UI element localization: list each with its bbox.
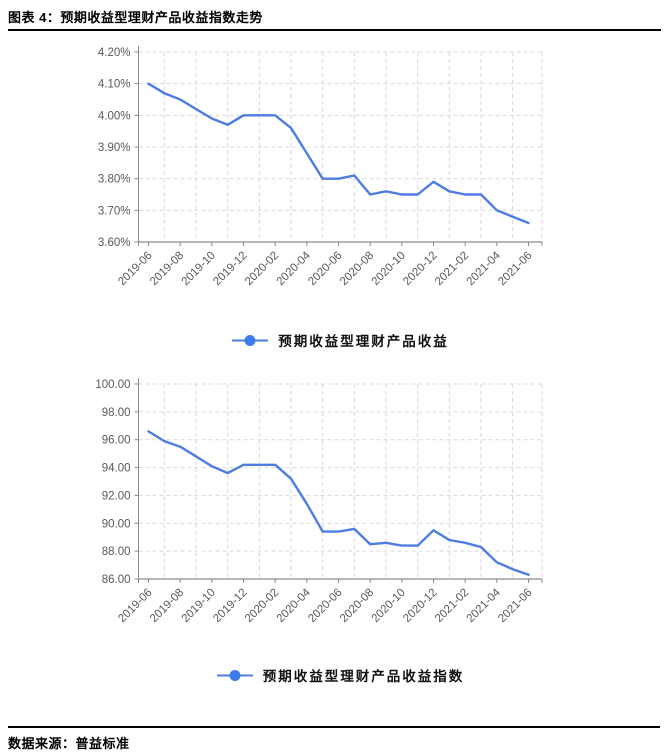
svg-text:2019-08: 2019-08 — [148, 250, 186, 288]
svg-text:2021-06: 2021-06 — [496, 250, 534, 288]
chart2-legend-label: 预期收益型理财产品收益指数 — [262, 669, 465, 684]
svg-text:2019-08: 2019-08 — [148, 587, 186, 625]
expected-yield-index-line-chart: 100.00 98.00 96.00 94.00 92.00 90.00 88.00 86.0… — [95, 378, 543, 625]
legend-line-marker-icon — [216, 669, 253, 681]
chart1-legend-label: 预期收益型理财产品收益 — [278, 334, 449, 349]
axes — [134, 46, 543, 246]
svg-text:2020-10: 2020-10 — [370, 587, 408, 625]
svg-text:2020-06: 2020-06 — [306, 250, 344, 288]
svg-text:2021-04: 2021-04 — [465, 586, 504, 625]
svg-text:4.20%: 4.20% — [98, 47, 131, 59]
svg-text:2020-02: 2020-02 — [243, 587, 281, 625]
figure-title: 图表 4：预期收益型理财产品收益指数走势 — [8, 10, 263, 25]
axes — [134, 378, 543, 583]
chart2-legend: 预期收益型理财产品收益指数 — [138, 665, 542, 685]
svg-text:2021-02: 2021-02 — [433, 250, 471, 288]
svg-text:2020-06: 2020-06 — [306, 587, 344, 625]
y-axis-labels: 100.00 98.00 96.00 94.00 92.00 90.00 88.00 86.0… — [95, 379, 130, 586]
svg-text:2020-12: 2020-12 — [401, 587, 439, 625]
svg-text:2020-02: 2020-02 — [243, 250, 281, 288]
svg-text:98.00: 98.00 — [102, 407, 131, 419]
svg-text:2020-04: 2020-04 — [275, 586, 314, 625]
svg-text:2019-10: 2019-10 — [180, 250, 218, 288]
svg-text:88.00: 88.00 — [102, 546, 131, 558]
svg-text:2019-06: 2019-06 — [116, 587, 154, 625]
svg-text:2020-08: 2020-08 — [338, 250, 376, 288]
svg-text:4.00%: 4.00% — [98, 110, 131, 122]
svg-text:4.10%: 4.10% — [98, 79, 131, 91]
svg-text:2019-06: 2019-06 — [116, 250, 154, 288]
series-line — [147, 82, 530, 225]
svg-text:2019-12: 2019-12 — [211, 250, 249, 288]
svg-text:92.00: 92.00 — [102, 490, 131, 502]
svg-text:3.60%: 3.60% — [98, 237, 131, 249]
expected-yield-rate-line-chart: 4.20%4.10%4.00%3.90%3.80%3.70%3.60%2019-… — [98, 46, 543, 288]
y-axis-labels: 4.20% 4.10% 4.00% 3.90% 3.80% 3.70% 3.60% — [98, 47, 131, 249]
svg-text:2019-10: 2019-10 — [180, 587, 218, 625]
svg-text:2020-08: 2020-08 — [338, 587, 376, 625]
data-source-label: 数据来源：普益标准 — [8, 736, 130, 751]
legend-line-marker-icon — [232, 334, 269, 346]
svg-text:3.80%: 3.80% — [98, 174, 131, 186]
svg-text:2021-04: 2021-04 — [465, 249, 504, 288]
svg-text:90.00: 90.00 — [102, 518, 131, 530]
svg-text:96.00: 96.00 — [102, 435, 131, 447]
gridlines — [138, 383, 543, 579]
x-axis-labels: 2019-062019-082019-102019-122020-022020-… — [116, 249, 534, 288]
svg-text:94.00: 94.00 — [102, 463, 131, 475]
bottom-divider — [8, 726, 660, 728]
svg-text:86.00: 86.00 — [102, 574, 131, 586]
svg-text:2020-12: 2020-12 — [401, 250, 439, 288]
top-divider — [8, 29, 661, 31]
x-axis-labels: 2019-062019-082019-102019-122020-022020-… — [116, 586, 534, 625]
svg-text:2020-04: 2020-04 — [275, 249, 314, 288]
svg-text:100.00: 100.00 — [95, 379, 130, 391]
svg-text:3.90%: 3.90% — [98, 142, 131, 154]
svg-text:2021-06: 2021-06 — [496, 587, 534, 625]
gridlines — [138, 51, 543, 242]
svg-text:3.70%: 3.70% — [98, 205, 131, 217]
svg-text:2019-12: 2019-12 — [211, 587, 249, 625]
svg-text:2020-10: 2020-10 — [370, 250, 408, 288]
chart1-legend: 预期收益型理财产品收益 — [138, 330, 542, 350]
svg-text:2021-02: 2021-02 — [433, 587, 471, 625]
series-line — [147, 430, 530, 577]
